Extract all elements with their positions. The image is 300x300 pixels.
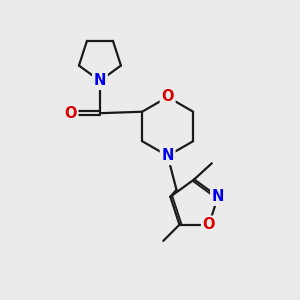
Text: N: N — [94, 73, 106, 88]
Text: O: O — [161, 89, 174, 104]
Text: N: N — [212, 189, 224, 204]
Text: O: O — [64, 106, 77, 121]
Text: O: O — [202, 217, 215, 232]
Text: N: N — [161, 148, 174, 164]
